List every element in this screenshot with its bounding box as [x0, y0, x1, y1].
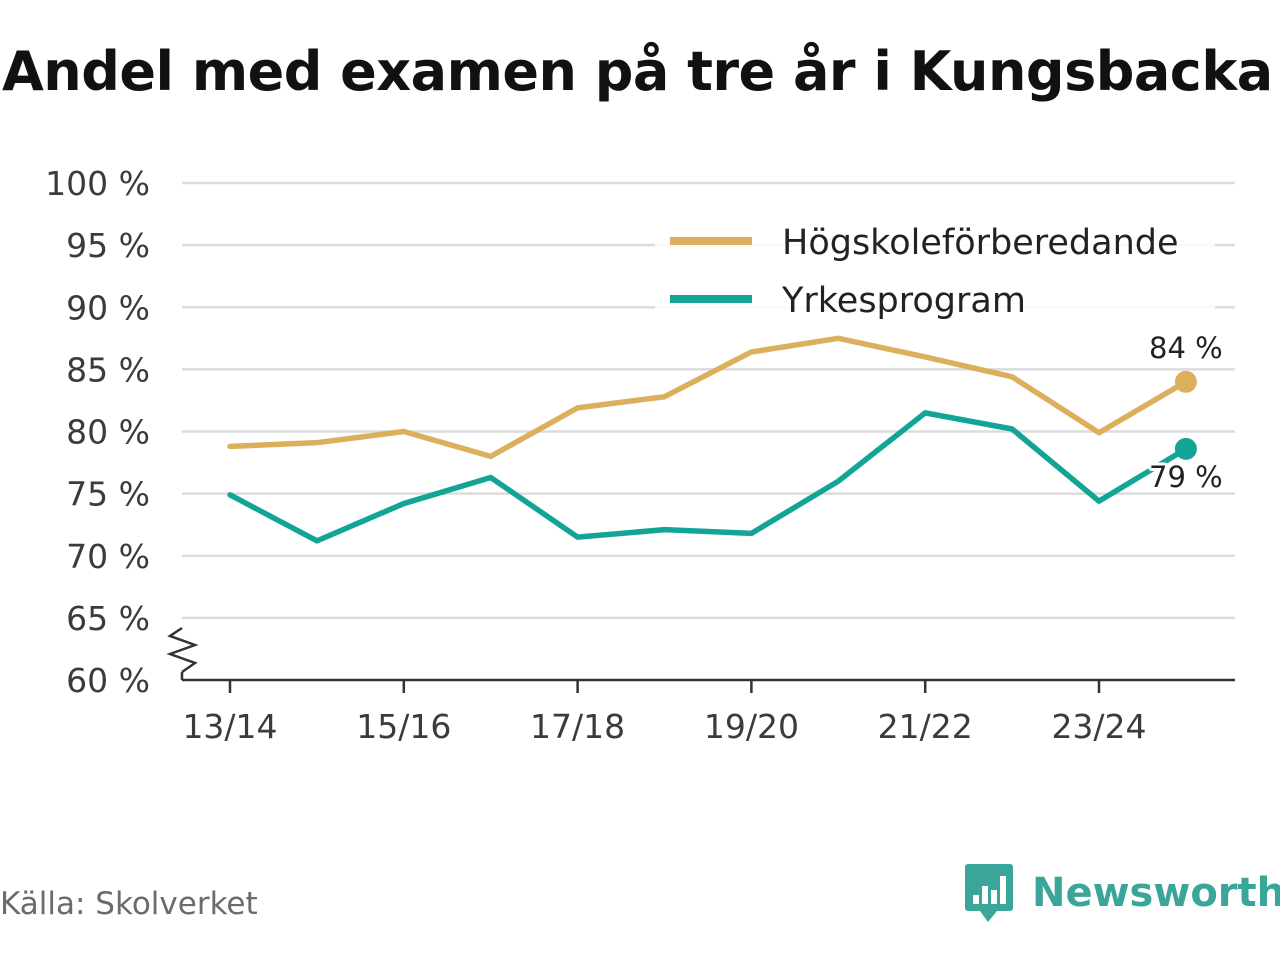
y-tick-label: 65 % [66, 599, 150, 638]
brand-logo: Newsworthy [964, 862, 1280, 924]
x-tick-label: 13/14 [182, 707, 277, 746]
x-tick-label: 19/20 [704, 707, 799, 746]
legend-label: Yrkesprogram [781, 281, 1026, 321]
x-tick-label: 17/18 [530, 707, 625, 746]
series-end-label: 84 % [1149, 331, 1223, 365]
series-end-label: 79 % [1149, 460, 1223, 494]
legend-background [655, 212, 1215, 324]
x-tick-label: 15/16 [356, 707, 451, 746]
newsworthy-logo-icon [965, 864, 1013, 922]
x-tick-label: 23/24 [1051, 707, 1146, 746]
y-tick-label: 60 % [66, 661, 150, 700]
x-tick-label: 21/22 [878, 707, 973, 746]
source-text: Källa: Skolverket [0, 886, 258, 922]
series-line-hogskoleforberedande [227, 335, 1189, 460]
y-tick-label: 100 % [45, 164, 150, 203]
series-end-point [1174, 370, 1197, 393]
brand-name: Newsworthy [1032, 870, 1280, 916]
y-tick-label: 70 % [66, 537, 150, 576]
series-line-yrkesprogram [227, 410, 1189, 544]
y-tick-label: 75 % [66, 475, 150, 514]
y-tick-label: 80 % [66, 413, 150, 452]
legend-label: Högskoleförberedande [782, 223, 1179, 263]
y-tick-label: 90 % [66, 288, 150, 327]
y-tick-label: 95 % [66, 226, 150, 265]
y-axis-break [166, 626, 199, 674]
chart-title: Andel med examen på tre år i Kungsbacka [2, 40, 1273, 103]
series-end-point [1174, 437, 1197, 460]
y-tick-label: 85 % [66, 350, 150, 389]
